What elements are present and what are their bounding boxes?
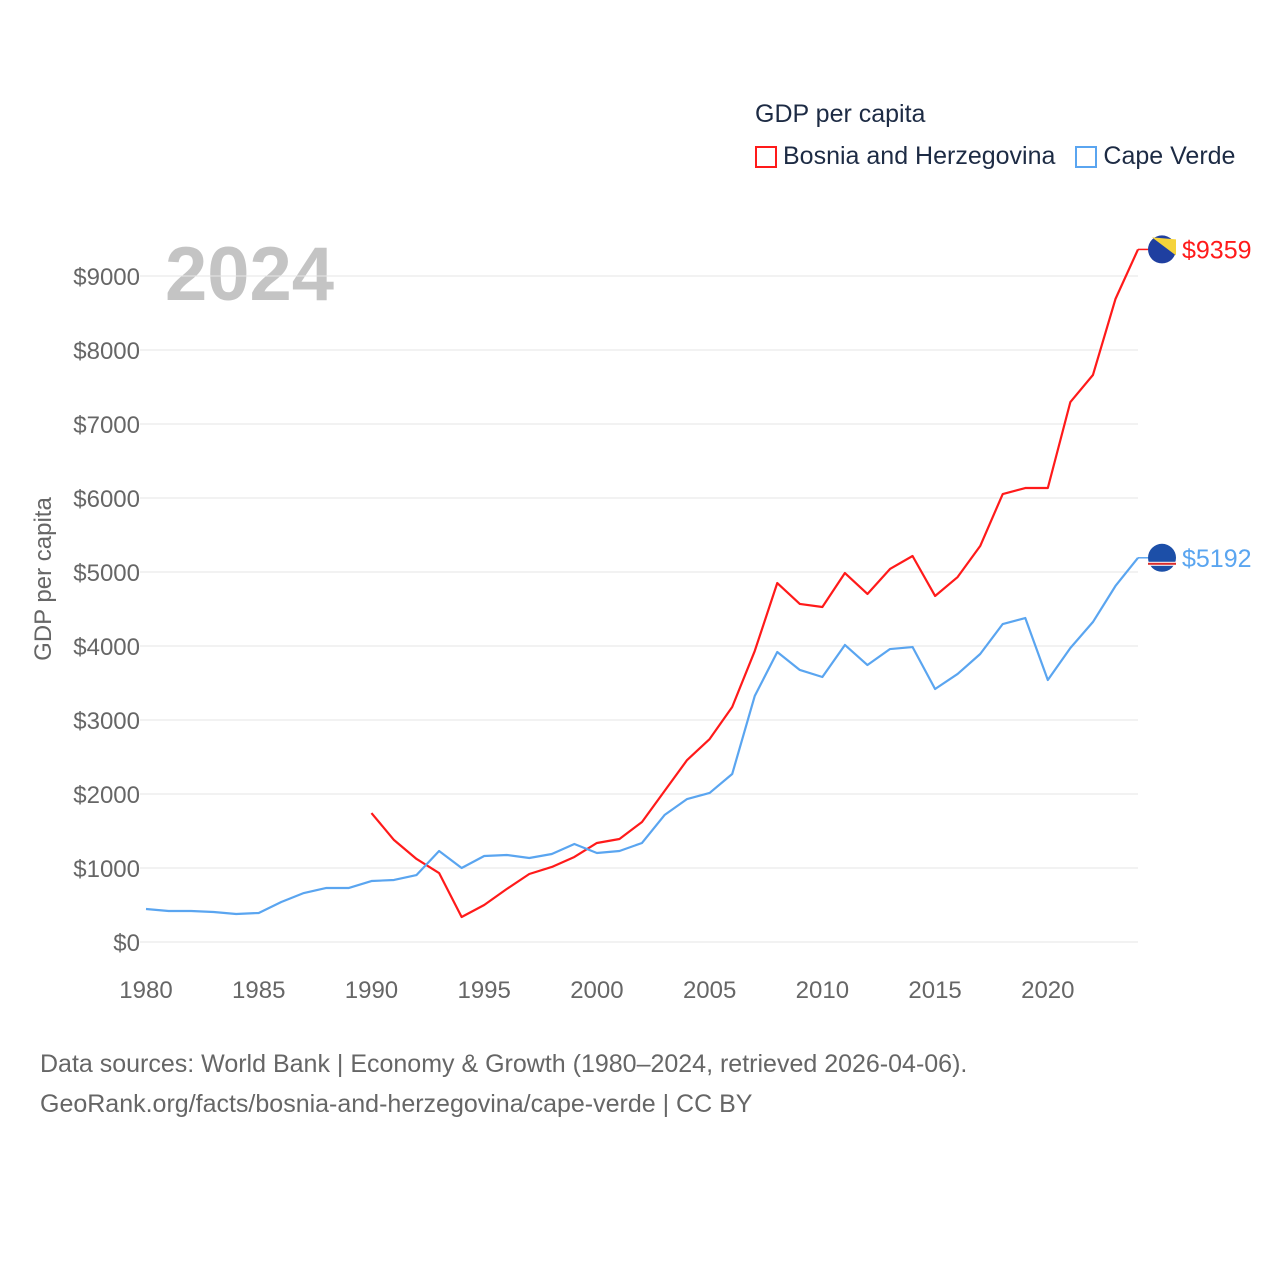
legend: Bosnia and Herzegovina Cape Verde [755, 142, 1235, 171]
legend-label-bosnia: Bosnia and Herzegovina [783, 142, 1056, 170]
y-tick-label: $6000 [73, 486, 140, 513]
x-tick-label: 2015 [908, 977, 961, 1004]
x-tick-label: 2005 [683, 977, 736, 1004]
end-value-label: $5192 [1182, 545, 1252, 573]
x-tick-label: 1995 [457, 977, 510, 1004]
bosnia-flag-triangle [1152, 237, 1176, 256]
legend-item-bosnia[interactable]: Bosnia and Herzegovina [755, 142, 1055, 171]
x-tick-label: 2010 [796, 977, 849, 1004]
legend-label-cape-verde: Cape Verde [1103, 142, 1236, 170]
series-line-cape-verde [145, 557, 1139, 916]
footer-link[interactable]: GeoRank.org/facts/bosnia-and-herzegovina… [40, 1090, 753, 1118]
x-tick-label: 2020 [1021, 977, 1074, 1004]
legend-swatch-bosnia [755, 145, 777, 168]
x-tick-label: 1985 [232, 977, 285, 1004]
legend-swatch-cape-verde [1075, 145, 1098, 168]
y-tick-label: $5000 [73, 560, 140, 587]
chart-svg: 2024 $0 $1000 $2000 $3000 $4000 $5000 $6000 $700… [30, 232, 1252, 1004]
footer-sources: Data sources: World Bank | Economy & Gro… [40, 1050, 968, 1078]
y-tick-label: $7000 [73, 412, 140, 439]
y-tick-label: $8000 [73, 338, 140, 365]
legend-item-cape-verde[interactable]: Cape Verde [1075, 142, 1235, 171]
end-value-label: $9359 [1182, 236, 1252, 264]
y-tick-label: $1000 [73, 856, 140, 883]
series-line-bosnia [370, 248, 1140, 919]
y-tick-label: $0 [113, 930, 140, 957]
cape-verde-flag-icon [1148, 543, 1176, 572]
legend-title: GDP per capita [755, 100, 926, 128]
x-tick-label: 1990 [345, 977, 398, 1004]
year-watermark: 2024 [165, 232, 334, 317]
x-tick-label: 1980 [119, 977, 172, 1004]
footer: Data sources: World Bank | Economy & Gro… [40, 1044, 967, 1124]
cape-verde-flag-stripe [1148, 562, 1176, 565]
x-tick-label: 2000 [570, 977, 623, 1004]
y-axis-label: GDP per capita [30, 497, 57, 661]
y-tick-label: $3000 [73, 708, 140, 735]
y-tick-label: $9000 [73, 264, 140, 291]
y-tick-label: $4000 [73, 634, 140, 661]
y-tick-label: $2000 [73, 782, 140, 809]
